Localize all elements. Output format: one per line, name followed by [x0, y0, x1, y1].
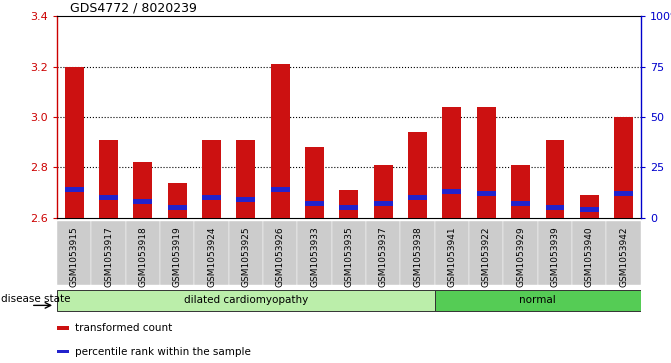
Bar: [125, 221, 160, 285]
Bar: [546, 205, 564, 210]
Bar: [99, 140, 118, 218]
Text: transformed count: transformed count: [74, 323, 172, 333]
Bar: [442, 189, 462, 194]
Bar: [374, 165, 393, 218]
Bar: [469, 221, 503, 285]
Text: GSM1053917: GSM1053917: [104, 227, 113, 287]
Bar: [477, 107, 496, 218]
Text: GSM1053919: GSM1053919: [172, 227, 182, 287]
Bar: [537, 221, 572, 285]
Text: dilated cardiomyopathy: dilated cardiomyopathy: [184, 295, 308, 305]
Bar: [340, 190, 358, 218]
Text: GSM1053929: GSM1053929: [516, 227, 525, 287]
Text: GSM1053939: GSM1053939: [550, 227, 560, 287]
Bar: [580, 195, 599, 218]
Bar: [511, 165, 530, 218]
Bar: [263, 221, 297, 285]
Bar: [202, 195, 221, 200]
Text: percentile rank within the sample: percentile rank within the sample: [74, 347, 250, 356]
Text: GSM1053922: GSM1053922: [482, 227, 491, 287]
Bar: [57, 350, 69, 353]
Bar: [134, 199, 152, 204]
Bar: [614, 117, 633, 218]
Bar: [442, 107, 462, 218]
Bar: [546, 140, 564, 218]
Bar: [340, 205, 358, 210]
Bar: [607, 221, 641, 285]
Bar: [160, 221, 195, 285]
Bar: [57, 290, 435, 311]
Bar: [65, 187, 84, 192]
Bar: [408, 195, 427, 200]
Text: GSM1053935: GSM1053935: [344, 227, 354, 287]
Text: GSM1053938: GSM1053938: [413, 227, 422, 287]
Bar: [572, 221, 607, 285]
Bar: [271, 64, 290, 218]
Bar: [168, 183, 187, 218]
Bar: [305, 201, 324, 206]
Text: GSM1053940: GSM1053940: [585, 227, 594, 287]
Bar: [477, 191, 496, 196]
Bar: [229, 221, 263, 285]
Bar: [374, 201, 393, 206]
Bar: [57, 326, 69, 330]
Text: GSM1053915: GSM1053915: [70, 227, 79, 287]
Bar: [271, 187, 290, 192]
Text: GSM1053918: GSM1053918: [138, 227, 148, 287]
Bar: [236, 197, 256, 202]
Bar: [614, 191, 633, 196]
Bar: [435, 290, 641, 311]
Bar: [511, 201, 530, 206]
Bar: [297, 221, 331, 285]
Text: GSM1053925: GSM1053925: [242, 227, 250, 287]
Text: GSM1053926: GSM1053926: [276, 227, 285, 287]
Text: GSM1053933: GSM1053933: [310, 227, 319, 287]
Bar: [134, 162, 152, 218]
Text: disease state: disease state: [1, 294, 71, 304]
Bar: [580, 208, 599, 212]
Text: GSM1053924: GSM1053924: [207, 227, 216, 287]
Bar: [408, 132, 427, 218]
Text: GSM1053942: GSM1053942: [619, 227, 628, 287]
Bar: [65, 67, 84, 218]
Bar: [331, 221, 366, 285]
Text: normal: normal: [519, 295, 556, 305]
Bar: [366, 221, 401, 285]
Bar: [305, 147, 324, 218]
Bar: [195, 221, 229, 285]
Bar: [435, 221, 469, 285]
Text: GSM1053941: GSM1053941: [448, 227, 456, 287]
Bar: [57, 221, 91, 285]
Text: GSM1053937: GSM1053937: [378, 227, 388, 287]
Bar: [202, 140, 221, 218]
Bar: [99, 195, 118, 200]
Bar: [91, 221, 125, 285]
Bar: [168, 205, 187, 210]
Bar: [401, 221, 435, 285]
Bar: [236, 140, 256, 218]
Bar: [503, 221, 537, 285]
Text: GDS4772 / 8020239: GDS4772 / 8020239: [70, 1, 197, 15]
